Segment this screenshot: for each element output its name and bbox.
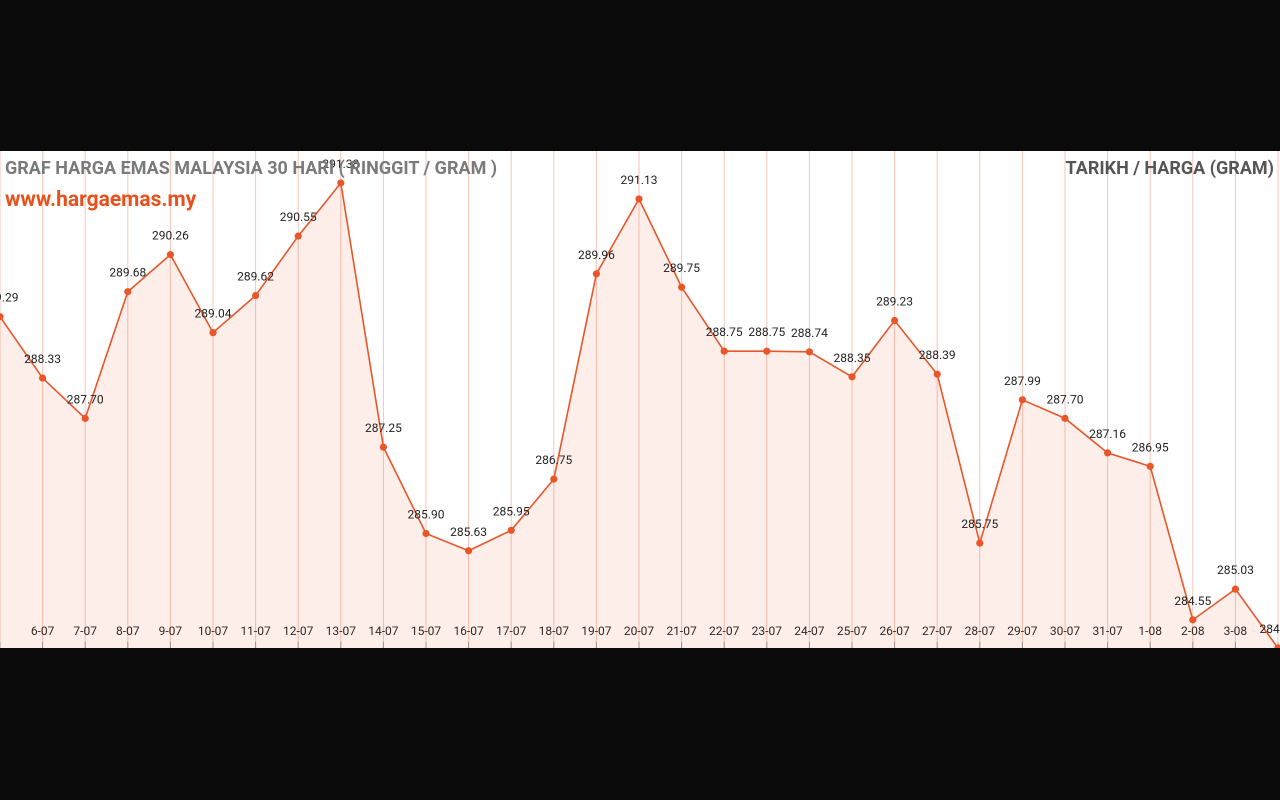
point bbox=[635, 195, 643, 203]
value-label: 288.74 bbox=[791, 326, 828, 340]
x-tick-label: 12-07 bbox=[283, 624, 314, 638]
value-label: 288.35 bbox=[834, 351, 871, 365]
point bbox=[1189, 616, 1197, 624]
point bbox=[507, 526, 515, 534]
point bbox=[81, 414, 89, 422]
value-label: 287.70 bbox=[67, 392, 104, 406]
value-label: 287.70 bbox=[1047, 392, 1084, 406]
value-label: 289.96 bbox=[578, 248, 615, 262]
point bbox=[891, 316, 899, 325]
point bbox=[465, 547, 473, 555]
point bbox=[976, 539, 984, 547]
plot-area: 6-07 7-07 8-07 9-07 10-07 11-07 12-07 13-07 14-0… bbox=[0, 151, 1280, 648]
point bbox=[1231, 585, 1239, 593]
value-label: 287.16 bbox=[1089, 427, 1126, 441]
value-label: 286.95 bbox=[1132, 440, 1169, 454]
point bbox=[124, 288, 132, 296]
chart-title: GRAF HARGA EMAS MALAYSIA 30 HARI ( RINGG… bbox=[5, 158, 497, 179]
value-label: 287.99 bbox=[1004, 374, 1041, 388]
value-label: 288.39 bbox=[919, 348, 956, 362]
chart-subtitle: www.hargaemas.my bbox=[5, 188, 197, 212]
x-tick-label: 15-07 bbox=[411, 624, 442, 638]
value-label: 291.38 bbox=[322, 157, 359, 171]
value-label: 289.68 bbox=[109, 266, 146, 280]
point bbox=[379, 443, 387, 451]
x-tick-label: 1-08 bbox=[1138, 624, 1162, 638]
value-label: 284.55 bbox=[1174, 594, 1211, 608]
x-tick-label: 7-07 bbox=[73, 624, 97, 638]
point bbox=[1274, 644, 1280, 648]
x-tick-label: 2-08 bbox=[1181, 624, 1205, 638]
point bbox=[166, 251, 174, 259]
point bbox=[422, 529, 430, 538]
point bbox=[678, 283, 686, 291]
value-label: 289.75 bbox=[663, 261, 700, 275]
area bbox=[0, 182, 1278, 648]
x-tick-label: 25-07 bbox=[837, 624, 868, 638]
x-tick-label: 14-07 bbox=[368, 624, 399, 638]
value-label: 289.62 bbox=[237, 270, 274, 284]
x-tick-label: 29-07 bbox=[1007, 624, 1038, 638]
point bbox=[1146, 462, 1154, 470]
x-tick-label: 19-07 bbox=[581, 624, 612, 638]
point bbox=[294, 232, 302, 240]
x-tick-label: 18-07 bbox=[539, 624, 570, 638]
point bbox=[209, 329, 217, 337]
x-tick-label: 22-07 bbox=[709, 624, 740, 638]
value-label: 284.11 bbox=[1260, 622, 1280, 636]
value-label: 290.26 bbox=[152, 229, 189, 243]
x-tick-label: 13-07 bbox=[326, 624, 357, 638]
point bbox=[337, 179, 345, 187]
point bbox=[1018, 396, 1026, 404]
value-label: 285.63 bbox=[450, 525, 487, 539]
point bbox=[39, 374, 47, 382]
point bbox=[720, 347, 728, 355]
legend-title: TARIKH / HARGA (GRAM) bbox=[1066, 158, 1274, 179]
value-label: 290.55 bbox=[280, 210, 317, 224]
point bbox=[805, 348, 814, 356]
value-label: 288.75 bbox=[748, 325, 785, 339]
value-label: 285.90 bbox=[408, 508, 445, 522]
value-label: 286.75 bbox=[535, 453, 572, 467]
x-tick-label: 6-07 bbox=[31, 624, 55, 638]
point bbox=[763, 347, 771, 355]
x-tick-label: 11-07 bbox=[240, 624, 271, 638]
point bbox=[933, 370, 941, 378]
x-tick-label: 26-07 bbox=[879, 624, 910, 638]
x-tick-label: 3-08 bbox=[1224, 624, 1248, 638]
value-label: 285.95 bbox=[493, 504, 530, 518]
x-tick-label: 24-07 bbox=[794, 624, 825, 638]
point bbox=[1061, 414, 1069, 422]
x-tick-label: 16-07 bbox=[453, 624, 484, 638]
point bbox=[848, 373, 856, 381]
point bbox=[592, 270, 601, 278]
value-label: 285.03 bbox=[1217, 563, 1254, 577]
x-tick-label: 9-07 bbox=[159, 624, 183, 638]
x-tick-label: 28-07 bbox=[965, 624, 996, 638]
point bbox=[252, 291, 260, 300]
x-tick-label: 31-07 bbox=[1092, 624, 1123, 638]
point bbox=[0, 313, 4, 321]
value-label: 285.75 bbox=[961, 517, 998, 531]
value-label: 289.29 bbox=[0, 291, 18, 305]
x-tick-label: 10-07 bbox=[198, 624, 229, 638]
x-tick-label: 23-07 bbox=[752, 624, 783, 638]
x-tick-label: 21-07 bbox=[666, 624, 697, 638]
x-tick-label: 27-07 bbox=[922, 624, 953, 638]
value-label: 291.13 bbox=[621, 173, 658, 187]
x-tick-label: 30-07 bbox=[1050, 624, 1081, 638]
point bbox=[550, 475, 558, 483]
point bbox=[1104, 449, 1112, 457]
x-tick-label: 8-07 bbox=[116, 624, 140, 638]
value-label: 288.75 bbox=[706, 325, 743, 339]
value-label: 288.33 bbox=[24, 352, 61, 366]
value-label: 287.25 bbox=[365, 421, 402, 435]
value-label: 289.23 bbox=[876, 295, 913, 309]
x-tick-label: 20-07 bbox=[624, 624, 655, 638]
x-tick-label: 17-07 bbox=[496, 624, 527, 638]
value-label: 289.04 bbox=[195, 307, 232, 321]
